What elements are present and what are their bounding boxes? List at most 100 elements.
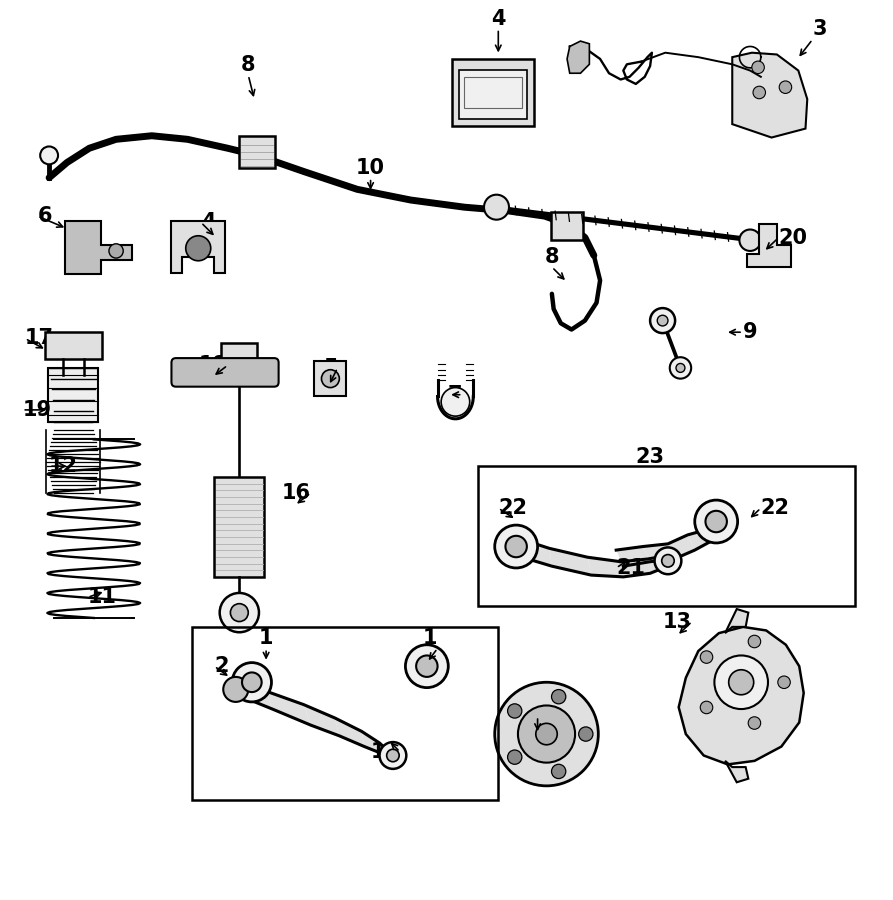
Text: 17: 17 [25, 328, 54, 348]
Circle shape [416, 655, 438, 677]
Text: 8: 8 [545, 247, 559, 267]
Text: 3: 3 [813, 19, 827, 40]
Circle shape [650, 308, 675, 333]
Polygon shape [335, 718, 364, 747]
Text: 10: 10 [356, 158, 385, 177]
Polygon shape [725, 609, 748, 633]
Circle shape [676, 364, 685, 373]
FancyBboxPatch shape [171, 358, 279, 387]
Circle shape [186, 236, 211, 261]
Circle shape [695, 500, 738, 543]
Polygon shape [588, 557, 623, 577]
Polygon shape [549, 548, 591, 575]
Circle shape [579, 727, 593, 742]
Circle shape [505, 536, 527, 557]
Circle shape [655, 547, 681, 574]
Circle shape [40, 147, 58, 165]
Circle shape [441, 388, 470, 416]
Text: 22: 22 [498, 498, 527, 518]
Polygon shape [266, 691, 311, 725]
Text: 1: 1 [423, 628, 438, 648]
Text: 6: 6 [38, 206, 52, 226]
Text: 13: 13 [663, 611, 692, 632]
Circle shape [739, 230, 761, 251]
Bar [48, 368, 98, 421]
Text: 2: 2 [214, 656, 229, 676]
Polygon shape [668, 535, 695, 559]
Text: 20: 20 [779, 228, 807, 248]
Circle shape [748, 716, 761, 729]
Text: 21: 21 [616, 558, 645, 578]
Bar [192, 627, 498, 800]
Polygon shape [380, 743, 393, 755]
Polygon shape [643, 544, 674, 562]
Circle shape [705, 511, 727, 532]
Text: 16: 16 [282, 483, 311, 503]
Text: 15: 15 [523, 697, 552, 716]
Circle shape [657, 315, 668, 326]
Circle shape [220, 593, 259, 633]
Bar [239, 136, 275, 168]
Circle shape [536, 724, 557, 745]
Circle shape [670, 357, 691, 379]
Polygon shape [304, 705, 339, 736]
Bar [221, 343, 257, 368]
Text: 18: 18 [199, 356, 228, 375]
Circle shape [752, 61, 764, 74]
Text: 4: 4 [491, 9, 505, 29]
Circle shape [232, 662, 271, 702]
Text: 8: 8 [241, 55, 255, 75]
Polygon shape [679, 627, 804, 764]
Text: 9: 9 [743, 322, 757, 342]
Bar [551, 212, 583, 240]
Bar [464, 76, 522, 108]
Circle shape [778, 676, 790, 688]
Polygon shape [732, 53, 807, 138]
Circle shape [748, 635, 761, 648]
Circle shape [495, 525, 538, 568]
Text: 12: 12 [49, 456, 78, 476]
Circle shape [552, 689, 566, 704]
Polygon shape [647, 555, 668, 573]
Text: 23: 23 [636, 447, 664, 467]
Bar [314, 361, 346, 397]
Polygon shape [725, 760, 748, 782]
Circle shape [507, 750, 522, 764]
Bar [459, 69, 527, 119]
Circle shape [109, 244, 123, 258]
Text: 7: 7 [448, 384, 463, 405]
Polygon shape [621, 559, 650, 577]
Circle shape [242, 672, 262, 692]
Circle shape [380, 742, 406, 769]
Bar [45, 332, 102, 359]
Text: 1: 1 [259, 628, 273, 648]
Text: 5: 5 [323, 358, 338, 378]
Circle shape [321, 370, 339, 388]
Circle shape [495, 682, 598, 786]
Text: 11: 11 [88, 588, 116, 608]
Circle shape [714, 655, 768, 709]
Circle shape [729, 670, 754, 695]
Circle shape [753, 86, 765, 99]
Polygon shape [747, 224, 791, 267]
Polygon shape [688, 528, 714, 550]
Polygon shape [710, 523, 716, 539]
Circle shape [507, 704, 522, 718]
Circle shape [780, 81, 792, 94]
Text: 14: 14 [371, 742, 400, 762]
Bar [452, 58, 534, 126]
Text: 22: 22 [761, 498, 789, 518]
Polygon shape [516, 537, 552, 566]
Polygon shape [239, 680, 272, 709]
Circle shape [405, 644, 448, 688]
Circle shape [223, 677, 248, 702]
Circle shape [662, 554, 674, 567]
Circle shape [700, 651, 713, 663]
Circle shape [387, 749, 399, 761]
Bar [214, 477, 264, 577]
Polygon shape [362, 732, 382, 753]
Text: 19: 19 [22, 400, 52, 420]
Bar [478, 466, 855, 607]
Polygon shape [171, 221, 225, 274]
Polygon shape [567, 41, 589, 73]
